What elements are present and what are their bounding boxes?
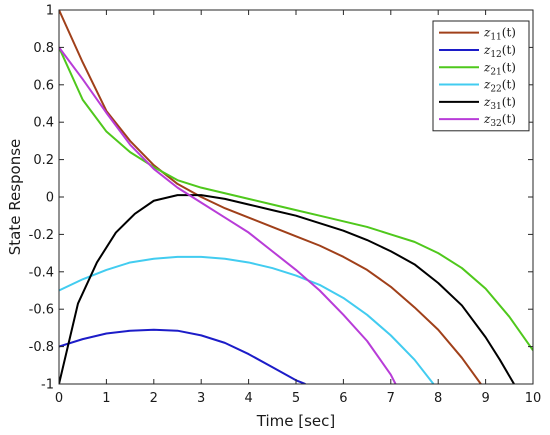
y-tick-label: -1: [41, 378, 54, 393]
legend: z11(t)z12(t)z21(t)z22(t)z31(t)z32(t): [432, 20, 530, 132]
series-group: [59, 10, 533, 384]
x-tick-label: 2: [150, 391, 158, 406]
legend-label-z32: z32(t): [483, 112, 516, 129]
y-axis-label: State Response: [6, 139, 24, 256]
series-line-z11: [59, 10, 482, 384]
series-line-z22: [59, 255, 435, 384]
axis-ticks: 0 1 2 3 4 5 6 7 8 9 10 -1 -0.8 -0.6 -0.4 -0.2 0 0.2 0.4 0.6…: [29, 4, 542, 407]
x-tick-label: 4: [244, 391, 252, 406]
x-tick-label: 0: [55, 391, 63, 406]
y-tick-label: 0.2: [33, 153, 54, 168]
x-tick-label: 3: [197, 391, 205, 406]
x-tick-label: 10: [525, 391, 542, 406]
x-tick-label: 7: [387, 391, 395, 406]
y-tick-label: -0.8: [29, 340, 54, 355]
y-tick-label: 1: [46, 4, 54, 19]
y-tick-label: 0.8: [33, 41, 54, 56]
legend-label-z31: z31(t): [483, 95, 516, 112]
y-tick-label: -0.2: [29, 228, 54, 243]
x-tick-label: 9: [481, 391, 489, 406]
legend-label-z21: z21(t): [483, 60, 516, 77]
legend-label-z12: z12(t): [483, 43, 516, 60]
series-line-z31: [59, 194, 515, 384]
y-tick-label: 0: [46, 191, 54, 206]
legend-label-z22: z22(t): [483, 78, 516, 95]
x-tick-label: 8: [434, 391, 442, 406]
series-line-z32: [59, 46, 397, 384]
series-line-z21: [59, 46, 533, 351]
y-tick-label: 0.4: [33, 116, 54, 131]
y-tick-label: -0.4: [29, 265, 54, 280]
y-tick-label: -0.6: [29, 303, 54, 318]
x-tick-label: 1: [102, 391, 110, 406]
legend-label-z11: z11(t): [483, 26, 516, 43]
x-axis-label: Time [sec]: [256, 412, 335, 430]
legend-box: [432, 20, 530, 132]
x-tick-label: 6: [339, 391, 347, 406]
series-line-z12: [59, 328, 306, 384]
y-tick-label: 0.6: [33, 78, 54, 93]
x-tick-label: 5: [292, 391, 300, 406]
